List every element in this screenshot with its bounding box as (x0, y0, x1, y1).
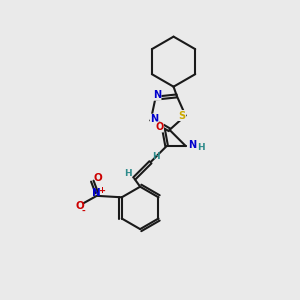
Text: O: O (76, 200, 84, 211)
Text: H: H (124, 169, 132, 178)
Text: O: O (155, 122, 164, 132)
Text: S: S (178, 110, 186, 121)
Text: N: N (92, 188, 100, 199)
Text: -: - (82, 207, 86, 216)
Text: N: N (153, 90, 161, 100)
Text: +: + (98, 186, 106, 195)
Text: N: N (188, 140, 196, 150)
Text: H: H (197, 143, 204, 152)
Text: O: O (93, 173, 102, 183)
Text: H: H (152, 152, 160, 161)
Text: N: N (151, 114, 159, 124)
